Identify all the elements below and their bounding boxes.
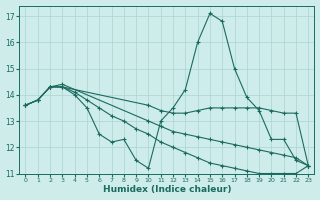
X-axis label: Humidex (Indice chaleur): Humidex (Indice chaleur) <box>103 185 231 194</box>
